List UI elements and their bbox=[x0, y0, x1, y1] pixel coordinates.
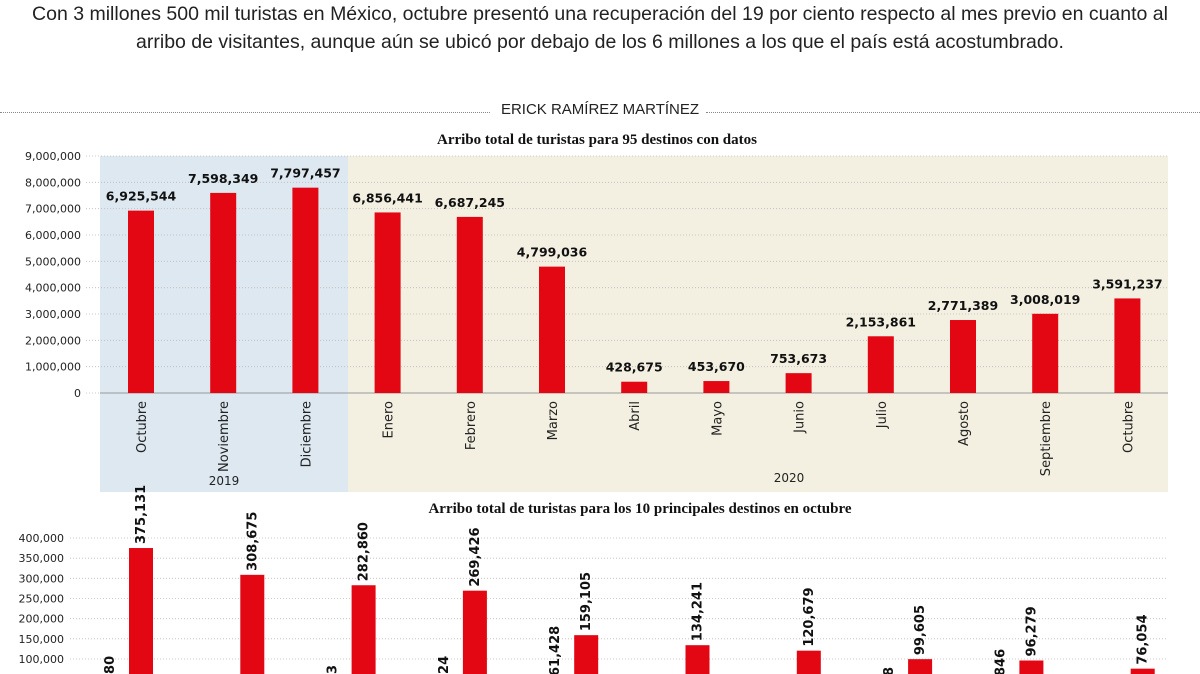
x-tick-label: Diciembre bbox=[299, 401, 314, 467]
x-tick-label: Julio bbox=[875, 401, 890, 429]
data-label: 3,591,237 bbox=[1092, 276, 1162, 291]
bar bbox=[539, 266, 565, 393]
x-tick-label: Octubre bbox=[135, 401, 150, 453]
chart-2-title: Arribo total de turistas para los 10 pri… bbox=[428, 501, 852, 517]
divider-right bbox=[706, 112, 1200, 113]
data-label: 6,687,245 bbox=[435, 195, 505, 210]
data-label: 134,241 bbox=[691, 582, 706, 641]
bar bbox=[867, 336, 894, 393]
bar bbox=[1130, 668, 1155, 674]
bar bbox=[703, 381, 730, 393]
y-tick-label: 100,000 bbox=[19, 653, 65, 666]
data-label: 308,675 bbox=[245, 512, 260, 571]
data-label: 753,673 bbox=[770, 351, 827, 366]
bar bbox=[785, 373, 812, 393]
y-tick-label: 0 bbox=[74, 387, 81, 400]
y-tick-label: 200,000 bbox=[19, 613, 65, 626]
bar bbox=[950, 320, 976, 393]
data-label: 7,598,349 bbox=[188, 171, 258, 186]
partial-data-label: 8 bbox=[882, 667, 897, 674]
y-tick-label: 300,000 bbox=[19, 572, 65, 585]
group-label-2020: 2020 bbox=[774, 471, 805, 485]
data-label: 375,131 bbox=[134, 485, 149, 544]
bar bbox=[908, 659, 933, 674]
x-tick-label: Febrero bbox=[464, 401, 479, 450]
partial-data-label: 846 bbox=[993, 649, 1008, 674]
band-2020 bbox=[348, 156, 1168, 492]
data-label: 96,279 bbox=[1024, 606, 1039, 656]
bar bbox=[374, 212, 401, 393]
y-tick-label: 9,000,000 bbox=[25, 150, 81, 163]
divider-left bbox=[0, 112, 490, 113]
bar bbox=[685, 645, 710, 674]
y-tick-label: 400,000 bbox=[19, 532, 65, 545]
x-tick-label: Mayo bbox=[710, 401, 725, 436]
group-label-2019: 2019 bbox=[209, 474, 240, 488]
y-tick-label: 6,000,000 bbox=[25, 229, 81, 242]
bar bbox=[128, 210, 154, 393]
y-tick-label: 7,000,000 bbox=[25, 203, 81, 216]
bar bbox=[129, 548, 153, 674]
y-tick-label: 4,000,000 bbox=[25, 282, 81, 295]
y-tick-label: 1,000,000 bbox=[25, 361, 81, 374]
data-label: 6,925,544 bbox=[106, 189, 177, 204]
author-byline: ERICK RAMÍREZ MARTÍNEZ bbox=[500, 101, 700, 118]
y-tick-label: 5,000,000 bbox=[25, 255, 81, 268]
data-label: 428,675 bbox=[606, 360, 663, 375]
partial-data-label: 580 bbox=[103, 656, 118, 674]
bar bbox=[456, 216, 483, 393]
partial-data-label: 23 bbox=[326, 665, 341, 674]
x-tick-label: Enero bbox=[382, 401, 397, 439]
x-tick-label: Septiembre bbox=[1039, 401, 1054, 476]
y-tick-label: 2,000,000 bbox=[25, 334, 81, 347]
bar bbox=[796, 650, 821, 674]
data-label: 120,679 bbox=[802, 587, 817, 646]
data-label: 159,105 bbox=[579, 572, 594, 631]
partial-data-label: 61,428 bbox=[548, 626, 563, 674]
bar bbox=[1114, 298, 1141, 393]
x-tick-label: Noviembre bbox=[217, 401, 232, 472]
data-label: 2,153,861 bbox=[846, 314, 916, 329]
bar bbox=[1032, 313, 1059, 393]
data-label: 76,054 bbox=[1136, 614, 1151, 664]
data-label: 3,008,019 bbox=[1010, 292, 1080, 307]
data-label: 453,670 bbox=[688, 359, 745, 374]
bar bbox=[240, 574, 265, 674]
data-label: 7,797,457 bbox=[270, 166, 340, 181]
y-tick-label: 150,000 bbox=[19, 633, 65, 646]
partial-data-label: 724 bbox=[437, 656, 452, 674]
chart-1-title: Arribo total de turistas para 95 destino… bbox=[436, 132, 757, 148]
intro-text: Con 3 millones 500 mil turistas en Méxic… bbox=[32, 3, 1168, 53]
x-tick-label: Marzo bbox=[546, 401, 561, 440]
bar bbox=[574, 635, 599, 674]
bar bbox=[1019, 660, 1044, 674]
data-label: 282,860 bbox=[357, 522, 372, 581]
y-tick-label: 350,000 bbox=[19, 552, 65, 565]
x-tick-label: Junio bbox=[793, 401, 808, 434]
data-label: 4,799,036 bbox=[517, 245, 588, 260]
x-tick-label: Octubre bbox=[1121, 401, 1136, 453]
y-tick-label: 3,000,000 bbox=[25, 308, 81, 321]
bar bbox=[462, 590, 487, 674]
x-tick-label: Abril bbox=[628, 401, 643, 431]
bar bbox=[621, 381, 648, 393]
data-label: 6,856,441 bbox=[352, 190, 422, 205]
data-label: 2,771,389 bbox=[928, 298, 998, 313]
data-label: 269,426 bbox=[468, 527, 483, 586]
y-tick-label: 250,000 bbox=[19, 593, 65, 606]
bar bbox=[210, 192, 237, 393]
x-tick-label: Agosto bbox=[957, 401, 972, 446]
data-label: 99,605 bbox=[913, 605, 928, 655]
bar bbox=[351, 585, 376, 674]
bar bbox=[292, 187, 319, 393]
y-tick-label: 8,000,000 bbox=[25, 176, 81, 189]
